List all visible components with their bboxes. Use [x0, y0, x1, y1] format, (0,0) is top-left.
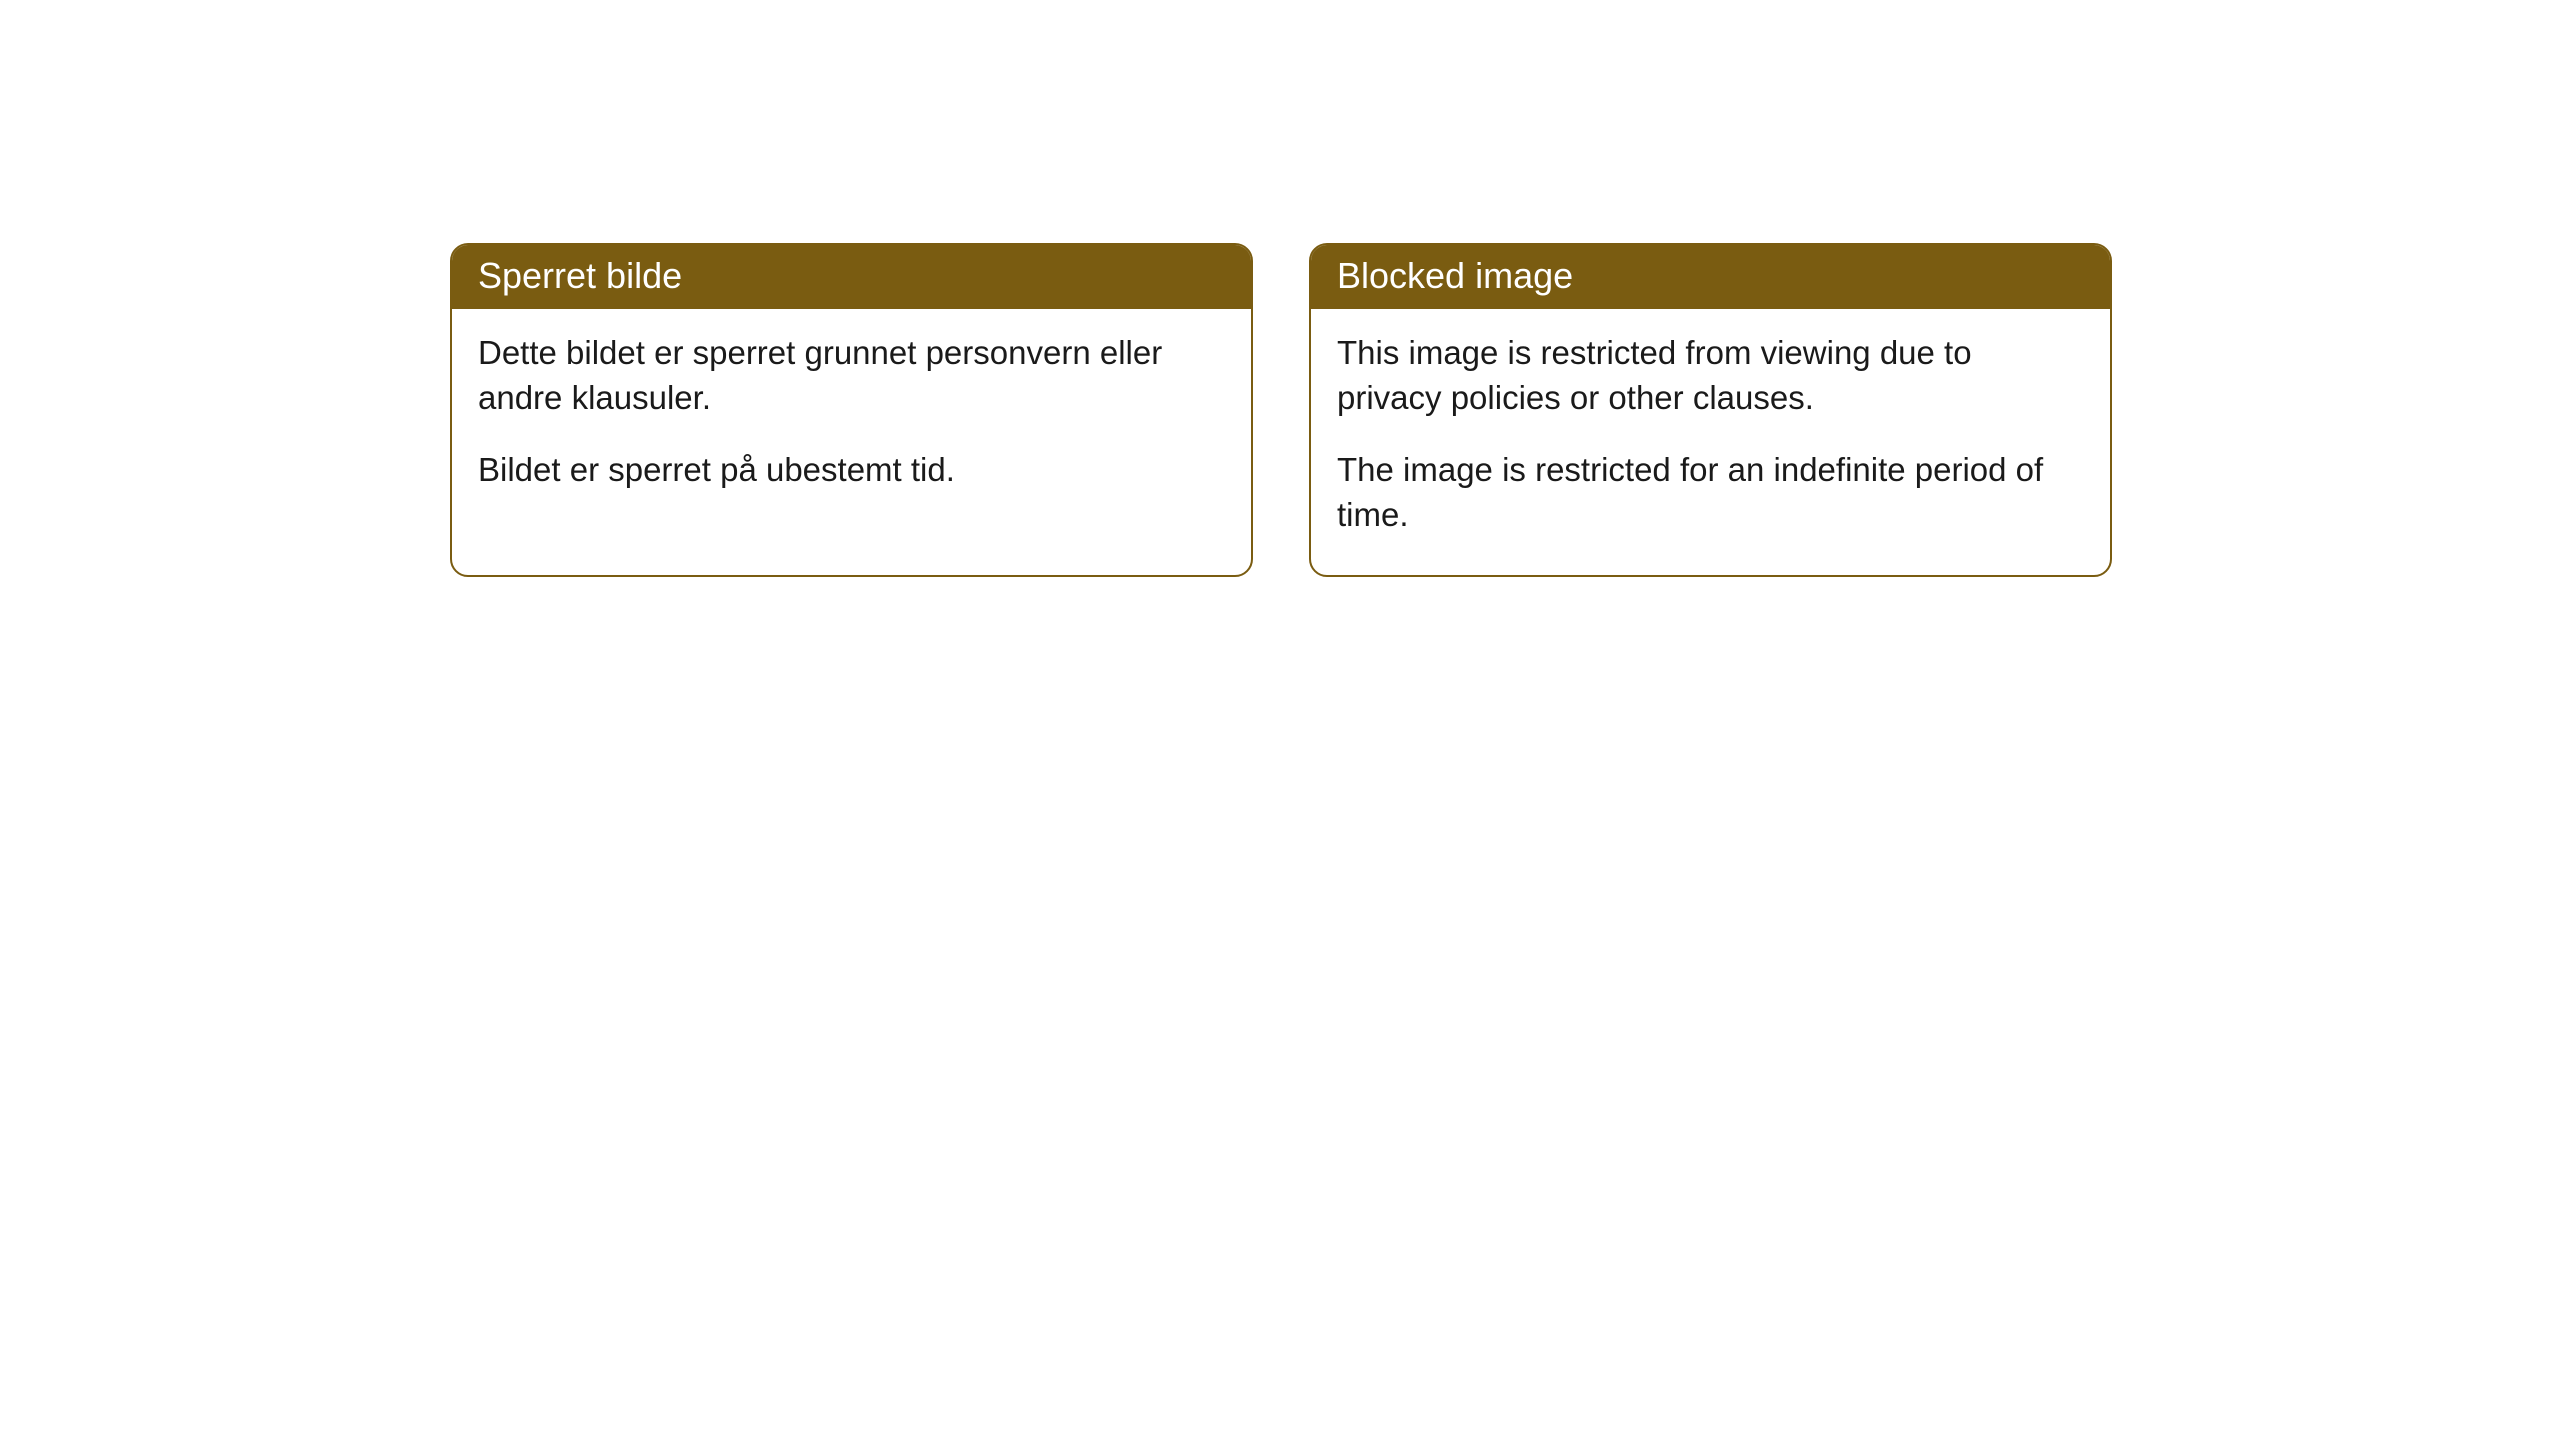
card-body: Dette bildet er sperret grunnet personve…: [452, 309, 1251, 531]
card-paragraph: The image is restricted for an indefinit…: [1337, 448, 2084, 537]
card-title: Sperret bilde: [478, 255, 682, 296]
card-paragraph: Dette bildet er sperret grunnet personve…: [478, 331, 1225, 420]
notice-card-norwegian: Sperret bilde Dette bildet er sperret gr…: [450, 243, 1253, 577]
card-body: This image is restricted from viewing du…: [1311, 309, 2110, 575]
card-title: Blocked image: [1337, 255, 1573, 296]
card-header: Blocked image: [1311, 245, 2110, 309]
notice-card-english: Blocked image This image is restricted f…: [1309, 243, 2112, 577]
card-paragraph: This image is restricted from viewing du…: [1337, 331, 2084, 420]
notice-cards-container: Sperret bilde Dette bildet er sperret gr…: [450, 243, 2112, 577]
card-paragraph: Bildet er sperret på ubestemt tid.: [478, 448, 1225, 493]
card-header: Sperret bilde: [452, 245, 1251, 309]
